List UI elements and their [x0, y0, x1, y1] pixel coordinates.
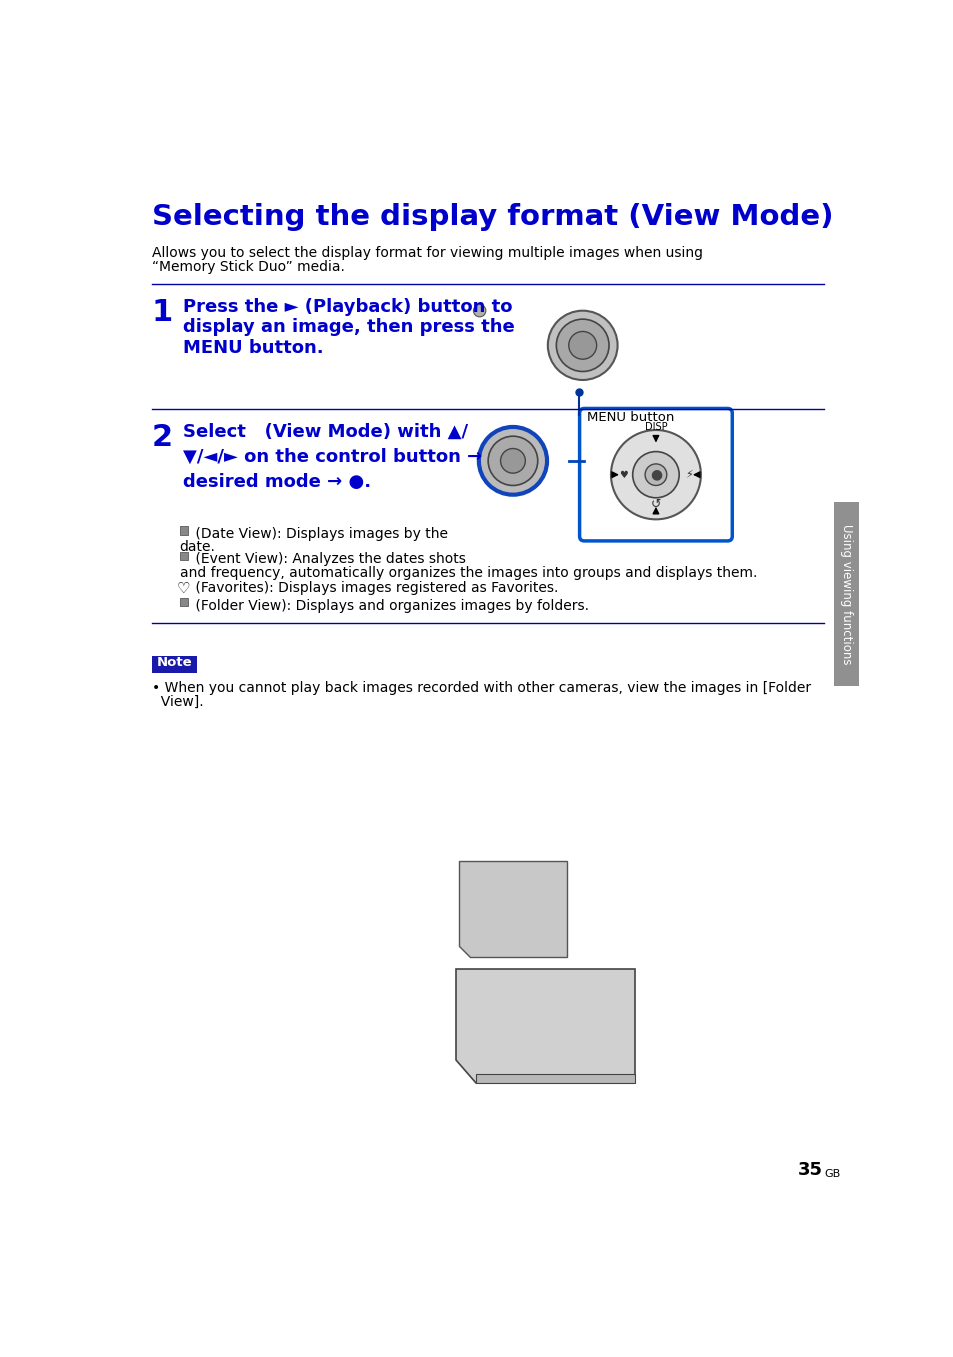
- Text: ♡: ♡: [176, 581, 191, 596]
- Text: Allows you to select the display format for viewing multiple images when using: Allows you to select the display format …: [152, 246, 702, 261]
- Bar: [179, 527, 188, 535]
- Text: ⚡: ⚡: [684, 470, 692, 479]
- Circle shape: [644, 464, 666, 486]
- FancyBboxPatch shape: [579, 408, 732, 541]
- Text: Using viewing functions: Using viewing functions: [839, 524, 852, 665]
- Text: display an image, then press the: display an image, then press the: [183, 319, 514, 337]
- Text: (Event View): Analyzes the dates shots: (Event View): Analyzes the dates shots: [191, 552, 465, 566]
- Circle shape: [473, 304, 485, 316]
- Text: 2: 2: [152, 423, 172, 452]
- Circle shape: [488, 436, 537, 486]
- Polygon shape: [456, 969, 634, 1083]
- Text: • When you cannot play back images recorded with other cameras, view the images : • When you cannot play back images recor…: [152, 681, 810, 695]
- Text: (Folder View): Displays and organizes images by folders.: (Folder View): Displays and organizes im…: [191, 598, 588, 612]
- Circle shape: [478, 427, 546, 495]
- Text: GB: GB: [823, 1170, 840, 1179]
- Polygon shape: [476, 1073, 634, 1083]
- Text: ♥: ♥: [618, 470, 627, 479]
- Text: ▼/◄/► on the control button →: ▼/◄/► on the control button →: [183, 448, 481, 465]
- Text: and frequency, automatically organizes the images into groups and displays them.: and frequency, automatically organizes t…: [179, 566, 757, 579]
- Text: Select   (View Mode) with ▲/: Select (View Mode) with ▲/: [183, 423, 467, 441]
- Circle shape: [568, 331, 596, 360]
- Text: Press the ► (Playback) button to: Press the ► (Playback) button to: [183, 297, 512, 316]
- Text: MENU button.: MENU button.: [183, 339, 323, 357]
- Bar: [833, 502, 858, 687]
- Text: “Memory Stick Duo” media.: “Memory Stick Duo” media.: [152, 259, 344, 274]
- Text: 35: 35: [797, 1162, 822, 1179]
- Circle shape: [610, 430, 700, 520]
- Text: DISP: DISP: [644, 422, 666, 433]
- Text: Selecting the display format (View Mode): Selecting the display format (View Mode): [152, 204, 832, 231]
- Bar: [179, 552, 188, 560]
- Text: View].: View].: [152, 695, 203, 708]
- Circle shape: [556, 319, 608, 372]
- Bar: [179, 598, 188, 607]
- Text: MENU button: MENU button: [586, 411, 673, 423]
- Text: (Favorites): Displays images registered as Favorites.: (Favorites): Displays images registered …: [191, 581, 558, 594]
- Text: ↺: ↺: [650, 498, 660, 510]
- Polygon shape: [458, 862, 567, 958]
- Circle shape: [632, 452, 679, 498]
- Circle shape: [500, 449, 525, 474]
- Text: desired mode → ●.: desired mode → ●.: [183, 474, 371, 491]
- Text: date.: date.: [179, 540, 215, 554]
- Text: 1: 1: [152, 297, 172, 327]
- Text: (Date View): Displays images by the: (Date View): Displays images by the: [191, 527, 447, 541]
- Text: ●: ●: [649, 468, 661, 482]
- Bar: [152, 655, 196, 673]
- Text: Note: Note: [156, 657, 192, 669]
- Circle shape: [547, 311, 617, 380]
